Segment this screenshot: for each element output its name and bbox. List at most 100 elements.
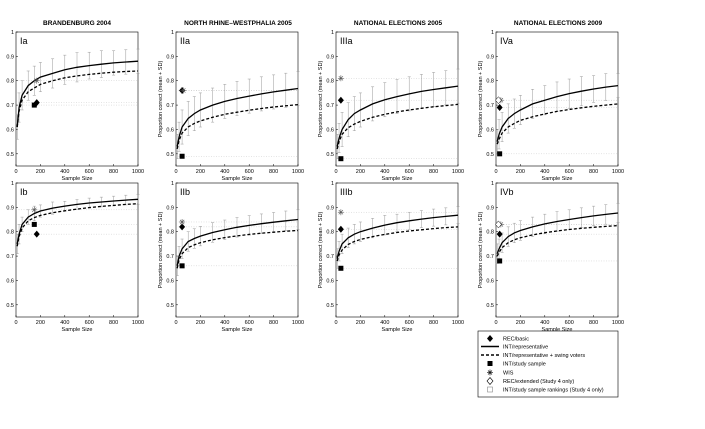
x-tick-label: 600 — [245, 169, 254, 175]
y-tick-label: 0.9 — [486, 205, 494, 211]
x-axis-label: Sample Size — [382, 327, 413, 333]
y-tick-label: 0.8 — [486, 230, 494, 236]
y-axis-label: Proportion correct (mean + SD) — [158, 212, 164, 289]
y-tick-label: 0.7 — [326, 103, 334, 109]
x-tick-label: 0 — [14, 169, 17, 175]
x-tick-label: 600 — [245, 320, 254, 326]
marker-wis — [179, 218, 186, 225]
marker-int-study-sample — [179, 153, 185, 159]
x-tick-label: 800 — [109, 169, 118, 175]
y-tick-label: 0.5 — [6, 152, 14, 158]
x-tick-label: 200 — [196, 169, 205, 175]
y-tick-label: 0.8 — [166, 230, 174, 236]
y-tick-label: 0.5 — [486, 152, 494, 158]
marker-wis-stroke — [181, 88, 186, 93]
y-tick-label: 0.7 — [6, 254, 14, 260]
panel-label: Ib — [20, 187, 28, 197]
x-axis-label: Sample Size — [62, 327, 93, 333]
x-tick-label: 0 — [334, 169, 337, 175]
series-line-swing — [336, 103, 459, 150]
series-line-representative — [336, 214, 459, 259]
marker-wis — [337, 209, 344, 216]
x-tick-label: 600 — [405, 320, 414, 326]
x-tick-label: 800 — [269, 169, 278, 175]
series-line-swing — [176, 103, 299, 150]
y-tick-label: 0.9 — [166, 205, 174, 211]
marker-int-study-sample — [179, 263, 185, 269]
y-tick-label: 0.5 — [166, 152, 174, 158]
x-tick-label: 0 — [334, 320, 337, 326]
panel-frame — [175, 182, 299, 318]
panels-group: 0 200 400 600 800 10000.50.60.70.80.91Sample … — [6, 30, 624, 333]
series-line-representative — [16, 60, 139, 128]
y-tick-label: 0.9 — [166, 54, 174, 60]
panel-IIIb: 0 200 400 600 800 1000 0.5 0.6 0.7 0.8 0.9 1 Sample … — [318, 181, 464, 333]
marker-wis-stroke — [34, 78, 40, 84]
x-tick-label: 400 — [540, 320, 549, 326]
x-tick-label: 800 — [589, 169, 598, 175]
y-tick-label: 0.7 — [6, 103, 14, 109]
x-tick-label: 600 — [85, 169, 94, 175]
y-tick-label: 0.7 — [486, 103, 494, 109]
legend-entry-int-study-sample: INT/study sample — [503, 362, 546, 368]
x-tick-label: 200 — [36, 169, 45, 175]
legend-marker-filled-diamond — [487, 335, 493, 342]
y-tick-label: 0.8 — [326, 230, 334, 236]
x-tick-label: 400 — [540, 169, 549, 175]
marker-rec-extended — [495, 96, 502, 105]
series-line-swing — [16, 203, 139, 247]
marker-wis-stroke — [338, 75, 344, 81]
series-line-representative — [496, 212, 619, 254]
marker-int-study-sample — [338, 156, 344, 162]
x-axis-label: Sample Size — [222, 327, 253, 333]
column-title-1: BRANDENBURG 2004 — [43, 20, 111, 27]
x-tick-label: 800 — [429, 169, 438, 175]
x-tick-label: 400 — [220, 320, 229, 326]
x-tick-label: 0 — [174, 320, 177, 326]
x-tick-label: 1000 — [132, 320, 144, 326]
x-axis-label: Sample Size — [222, 176, 253, 182]
panel-label: Ia — [20, 36, 28, 46]
x-tick-label: 1000 — [292, 169, 304, 175]
column-title-3: NATIONAL ELECTIONS 2005 — [354, 20, 443, 27]
x-tick-label: 0 — [14, 320, 17, 326]
legend-marker-open-square — [487, 386, 493, 393]
y-tick-label: 0.9 — [6, 54, 14, 60]
marker-int-study-sample — [31, 102, 37, 108]
x-tick-label: 200 — [516, 169, 525, 175]
x-tick-label: 800 — [429, 320, 438, 326]
marker-wis-stroke — [179, 219, 185, 225]
y-tick-label: 0.5 — [486, 303, 494, 309]
series-line-representative — [336, 85, 459, 147]
x-tick-label: 400 — [380, 169, 389, 175]
x-tick-label: 0 — [494, 169, 497, 175]
marker-wis — [31, 206, 38, 213]
y-tick-label: 0.9 — [326, 205, 334, 211]
y-tick-label: 1 — [331, 181, 334, 187]
x-tick-label: 400 — [60, 169, 69, 175]
panel-frame — [495, 182, 619, 318]
column-title-4: NATIONAL ELECTIONS 2009 — [514, 20, 603, 27]
y-tick-label: 0.9 — [326, 54, 334, 60]
marker-rec-basic — [496, 230, 503, 238]
panel-label: IVa — [500, 36, 513, 46]
legend-frame — [477, 330, 619, 398]
marker-wis-stroke — [31, 207, 37, 213]
y-tick-label: 0.6 — [166, 127, 174, 133]
y-tick-label: 1 — [11, 30, 14, 36]
y-tick-label: 0.7 — [326, 254, 334, 260]
marker-wis — [337, 75, 344, 82]
x-axis-label: Sample Size — [62, 176, 93, 182]
x-tick-label: 800 — [269, 320, 278, 326]
series-line-representative — [176, 218, 299, 266]
y-tick-label: 0.5 — [326, 152, 334, 158]
x-axis-label: Sample Size — [542, 327, 573, 333]
x-tick-label: 1000 — [132, 169, 144, 175]
y-tick-label: 0.6 — [486, 278, 494, 284]
y-tick-label: 1 — [491, 30, 494, 36]
marker-rec-basic — [337, 225, 344, 233]
y-tick-label: 0.5 — [326, 303, 334, 309]
marker-rec-basic — [33, 230, 40, 238]
x-tick-label: 1000 — [612, 169, 624, 175]
